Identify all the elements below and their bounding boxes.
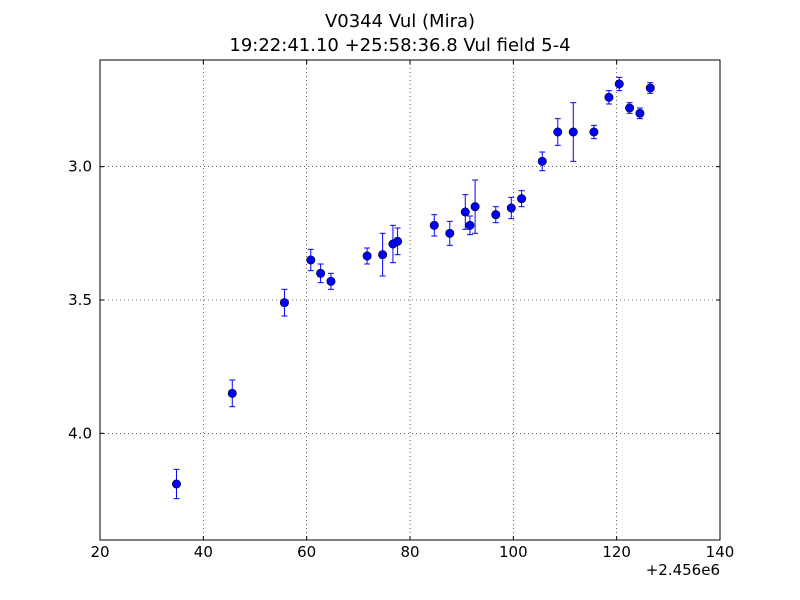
data-point bbox=[171, 479, 181, 489]
data-point bbox=[393, 236, 403, 246]
x-tick-label: 100 bbox=[499, 543, 528, 561]
data-point bbox=[306, 255, 316, 265]
data-point bbox=[625, 103, 635, 113]
x-tick-label: 80 bbox=[400, 543, 419, 561]
data-point bbox=[429, 220, 439, 230]
data-point bbox=[604, 92, 614, 102]
data-point bbox=[568, 127, 578, 137]
chart-subtitle: 19:22:41.10 +25:58:36.8 Vul field 5-4 bbox=[229, 35, 571, 56]
data-point bbox=[378, 250, 388, 260]
x-tick-label: 120 bbox=[602, 543, 631, 561]
x-tick-label: 140 bbox=[706, 543, 735, 561]
data-point bbox=[614, 79, 624, 89]
data-point bbox=[279, 298, 289, 308]
data-point bbox=[465, 220, 475, 230]
y-tick-label: 3.0 bbox=[68, 158, 92, 176]
grid-layer bbox=[100, 60, 720, 540]
x-tick-label: 40 bbox=[194, 543, 213, 561]
x-tick-label: 60 bbox=[297, 543, 316, 561]
data-point bbox=[635, 108, 645, 118]
data-point bbox=[517, 194, 527, 204]
data-point bbox=[537, 156, 547, 166]
data-point bbox=[227, 388, 237, 398]
tick-layer: 20 40 60 80 100 120 140 3.0 3.5 4.0 bbox=[68, 60, 734, 561]
x-tick-label: 20 bbox=[90, 543, 109, 561]
data-point bbox=[326, 276, 336, 286]
chart-title: V0344 Vul (Mira) bbox=[324, 11, 476, 32]
data-point bbox=[460, 207, 470, 217]
y-tick-label: 3.5 bbox=[68, 291, 92, 309]
x-axis-offset-label: +2.456e6 bbox=[646, 561, 720, 579]
data-point bbox=[362, 251, 372, 261]
data-point bbox=[445, 228, 455, 238]
y-tick-label: 4.0 bbox=[68, 424, 92, 442]
data-point bbox=[470, 202, 480, 212]
data-point bbox=[589, 127, 599, 137]
data-point bbox=[491, 210, 501, 220]
data-point bbox=[645, 83, 655, 93]
data-layer bbox=[171, 76, 655, 500]
data-point bbox=[506, 203, 516, 213]
data-point bbox=[553, 127, 563, 137]
data-point bbox=[316, 268, 326, 278]
